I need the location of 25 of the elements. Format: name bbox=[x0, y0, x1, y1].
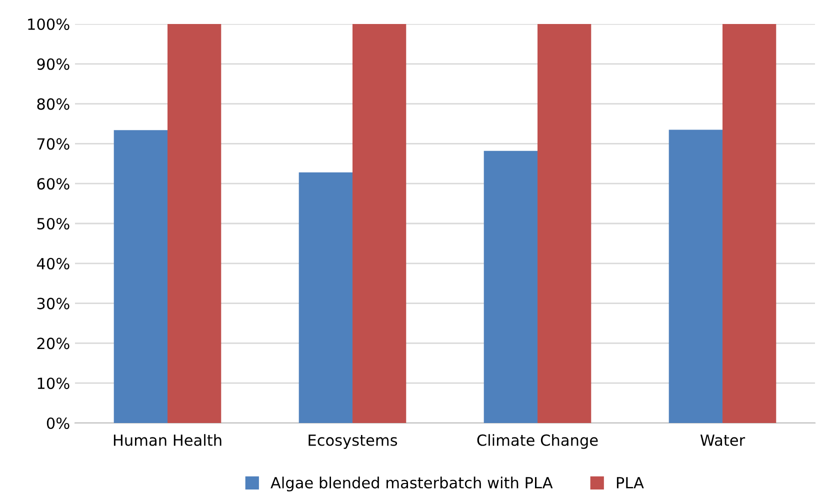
y-tick-label: 50% bbox=[37, 218, 70, 230]
y-tick-label: 20% bbox=[37, 338, 70, 350]
x-tick-label: Ecosystems bbox=[308, 434, 398, 449]
y-tick-label: 90% bbox=[37, 58, 70, 70]
x-tick-label: Water bbox=[700, 434, 746, 446]
y-tick-label: 40% bbox=[36, 258, 70, 270]
legend-label: Algae blended masterbatch with PLA bbox=[270, 476, 553, 492]
bar bbox=[298, 172, 352, 423]
bar bbox=[352, 24, 406, 423]
y-tick-label: 10% bbox=[38, 378, 70, 390]
x-tick-label: Climate Change bbox=[477, 434, 598, 449]
bar bbox=[668, 130, 722, 423]
bar bbox=[484, 150, 538, 423]
y-tick-label: 60% bbox=[37, 178, 70, 190]
bar bbox=[722, 24, 776, 423]
bar bbox=[168, 24, 222, 423]
y-tick-label: 30% bbox=[37, 298, 70, 310]
bar bbox=[114, 130, 168, 423]
y-tick-label: 0% bbox=[46, 417, 70, 430]
x-tick-label: Human Health bbox=[114, 434, 222, 446]
y-tick-label: 100% bbox=[28, 18, 70, 30]
y-tick-label: 80% bbox=[37, 98, 70, 110]
bar bbox=[538, 24, 592, 423]
legend-label: PLA bbox=[616, 477, 644, 488]
y-tick-label: 70% bbox=[37, 138, 70, 150]
